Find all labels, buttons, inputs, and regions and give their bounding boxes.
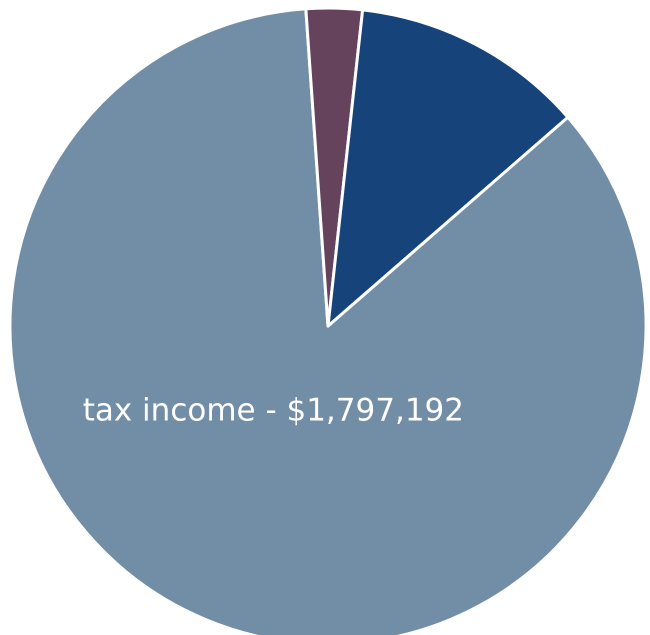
slice-data-label: tax income - $1,797,192: [83, 392, 464, 428]
pie-slices: [8, 6, 648, 635]
pie-data-labels: tax income - $1,797,192: [83, 392, 464, 428]
pie-slice-0: [8, 7, 648, 635]
pie-slice-2: [326, 8, 570, 328]
